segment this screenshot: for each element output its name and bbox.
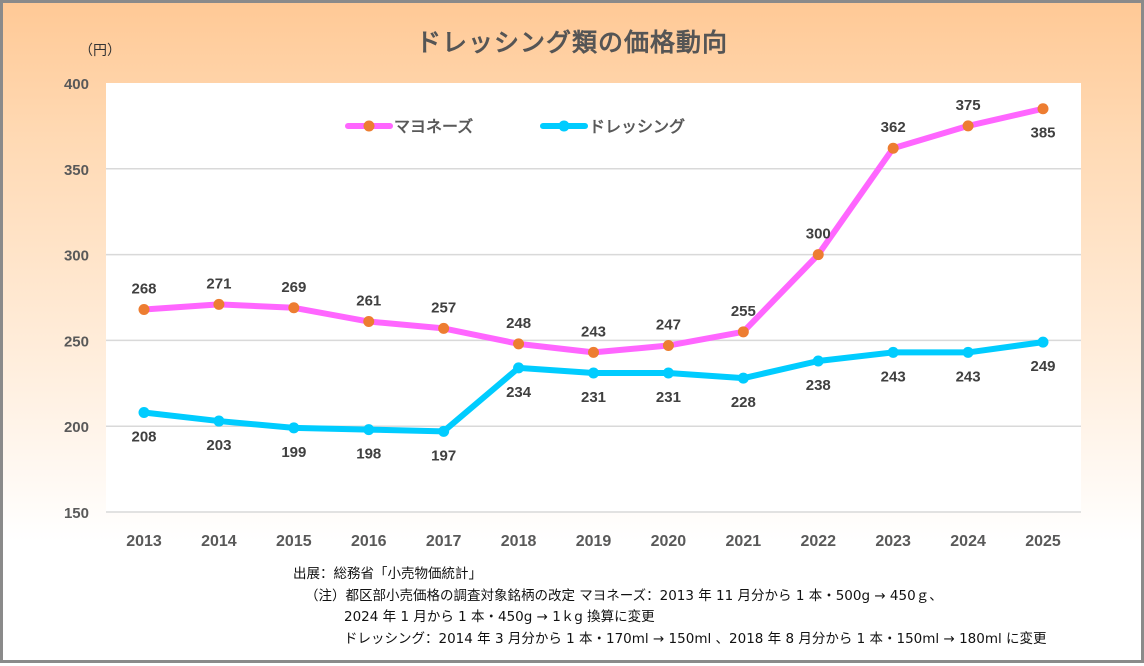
data-point [962, 346, 974, 358]
data-point [438, 322, 450, 334]
legend-label: ドレッシング [589, 117, 685, 136]
data-point [588, 346, 599, 358]
data-label: 247 [656, 317, 681, 334]
x-tick-label: 2017 [426, 533, 462, 550]
data-point [1037, 103, 1049, 115]
data-label: 198 [356, 446, 381, 463]
data-point [737, 372, 749, 384]
x-tick-label: 2016 [351, 533, 387, 550]
data-label: 375 [956, 97, 981, 114]
data-point [662, 340, 674, 352]
data-label: 231 [656, 389, 681, 406]
data-label: 269 [281, 279, 306, 296]
data-label: 238 [806, 377, 831, 394]
data-point [138, 304, 150, 316]
data-label: 255 [731, 303, 756, 320]
data-label: 234 [506, 384, 532, 401]
y-tick-label: 200 [64, 419, 89, 436]
legend-item: マヨネーズ [345, 117, 473, 136]
data-point [588, 367, 599, 379]
x-tick-label: 2015 [276, 533, 312, 550]
data-point [513, 338, 525, 350]
data-point [887, 346, 899, 358]
data-label: 271 [206, 275, 231, 292]
y-tick-label: 150 [64, 505, 89, 522]
y-tick-label: 400 [64, 76, 89, 93]
x-tick-label: 2022 [800, 533, 836, 550]
x-tick-label: 2013 [126, 533, 162, 550]
y-tick-label: 250 [64, 333, 89, 350]
legend-item: ドレッシング [540, 117, 685, 136]
series-markers [138, 103, 1049, 437]
legend-label: マヨネーズ [394, 117, 473, 136]
x-tick-label: 2019 [576, 533, 612, 550]
data-label: 249 [1030, 358, 1055, 375]
data-point [438, 425, 450, 437]
data-label: 203 [206, 437, 231, 454]
x-tick-label: 2020 [651, 533, 687, 550]
data-label: 300 [806, 226, 831, 243]
data-point [288, 302, 300, 314]
footnote-line-1: （注）都区部小売価格の調査対象銘柄の改定 マヨネーズ：2013 年 11 月分か… [305, 587, 943, 604]
data-point [1037, 336, 1049, 348]
data-point [812, 249, 824, 261]
y-axis-ticks: 150 200 250 300 350 400 [64, 76, 89, 522]
data-label: 243 [881, 368, 906, 385]
legend: マヨネーズ ドレッシング [345, 117, 685, 136]
x-tick-label: 2024 [950, 533, 986, 550]
data-point [513, 362, 525, 374]
data-label: 208 [131, 428, 156, 445]
data-point [363, 424, 375, 436]
chart-notes: 出展：総務省「小売物価統計」 （注）都区部小売価格の調査対象銘柄の改定 マヨネー… [293, 564, 1047, 650]
data-point [662, 367, 674, 379]
data-label: 243 [956, 368, 981, 385]
footnote-line-2: 2024 年 1 月から 1 本・450g → 1ｋg 換算に変更 [344, 609, 655, 625]
data-label: 257 [431, 299, 456, 316]
y-tick-label: 300 [64, 248, 89, 265]
data-label: 228 [731, 394, 756, 411]
x-tick-label: 2014 [201, 533, 237, 550]
data-point [887, 142, 899, 154]
data-point [138, 406, 150, 418]
data-labels: 268 271 269 261 257 248 243 247 255 300 362 375 385 2… [131, 97, 1055, 464]
data-point [737, 326, 749, 338]
data-label: 197 [431, 447, 456, 464]
chart-title: ドレッシング類の価格動向 [415, 28, 728, 57]
data-point [213, 415, 225, 427]
x-axis-ticks: 2013 2014 2015 2016 2017 2018 2019 2020 2021 2022… [126, 533, 1061, 550]
plot-area [106, 83, 1081, 512]
legend-marker-swatch [363, 120, 375, 132]
data-label: 268 [131, 281, 156, 298]
data-point [213, 298, 225, 310]
data-label: 231 [581, 389, 606, 406]
data-label: 248 [506, 315, 531, 332]
data-point [812, 355, 824, 367]
data-point [288, 422, 300, 434]
x-tick-label: 2023 [875, 533, 911, 550]
x-tick-label: 2025 [1025, 533, 1061, 550]
data-label: 385 [1030, 125, 1055, 142]
y-axis-unit-label: （円） [79, 43, 121, 59]
legend-marker-swatch [558, 120, 570, 132]
x-tick-label: 2018 [501, 533, 537, 550]
data-label: 243 [581, 323, 606, 340]
data-label: 362 [881, 119, 906, 136]
data-point [363, 316, 375, 328]
x-tick-label: 2021 [726, 533, 762, 550]
source-note: 出展：総務省「小売物価統計」 [293, 566, 482, 582]
data-label: 199 [281, 444, 306, 461]
y-tick-label: 350 [64, 162, 89, 179]
data-label: 261 [356, 293, 381, 310]
footnote-line-3: ドレッシング：2014 年 3 月分から 1 本・170ml → 150ml 、… [344, 630, 1047, 647]
data-point [962, 120, 974, 132]
